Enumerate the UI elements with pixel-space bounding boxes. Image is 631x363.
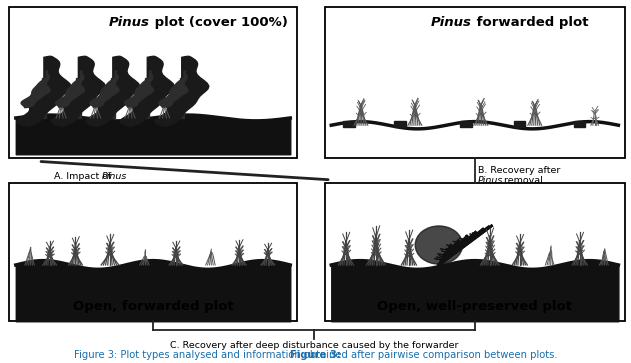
Bar	[325, 7, 625, 158]
Text: A. Impact of: A. Impact of	[54, 172, 114, 182]
Bar	[110, 78, 115, 118]
Text: C. Recovery after deep disturbance caused by the forwarder: C. Recovery after deep disturbance cause…	[170, 341, 458, 350]
Bar	[574, 121, 586, 127]
Text: Pinus: Pinus	[478, 176, 504, 185]
Polygon shape	[159, 71, 188, 108]
Bar	[514, 121, 526, 127]
Bar	[9, 7, 297, 158]
Text: plot (cover 100%): plot (cover 100%)	[150, 16, 288, 29]
Text: Open, well-preserved plot: Open, well-preserved plot	[377, 300, 572, 313]
Text: Open, forwarded plot: Open, forwarded plot	[73, 300, 233, 313]
Text: Pinus: Pinus	[109, 16, 150, 29]
Bar	[180, 78, 184, 118]
Bar	[42, 78, 46, 118]
Polygon shape	[90, 71, 119, 108]
Polygon shape	[86, 56, 140, 126]
Polygon shape	[51, 56, 105, 126]
Text: B. Recovery after: B. Recovery after	[478, 166, 563, 175]
Bar	[76, 78, 81, 118]
Text: removal: removal	[501, 176, 543, 185]
Ellipse shape	[415, 226, 463, 264]
Bar	[394, 121, 406, 127]
Text: Pinus: Pinus	[102, 172, 127, 182]
Polygon shape	[17, 56, 71, 126]
Polygon shape	[124, 71, 153, 108]
Text: forwarded plot: forwarded plot	[471, 16, 588, 29]
Text: Figure 3: Plot types analysed and information obtained after pairwise comparison: Figure 3: Plot types analysed and inform…	[74, 350, 557, 360]
Text: Figure 3:: Figure 3:	[290, 350, 341, 360]
Bar	[325, 183, 625, 321]
Polygon shape	[56, 71, 85, 108]
Polygon shape	[120, 56, 174, 126]
Polygon shape	[155, 56, 209, 126]
Polygon shape	[21, 71, 50, 108]
Bar	[9, 183, 297, 321]
Bar	[460, 121, 471, 127]
Bar	[145, 78, 150, 118]
Bar	[343, 121, 355, 127]
Text: Pinus: Pinus	[431, 16, 471, 29]
